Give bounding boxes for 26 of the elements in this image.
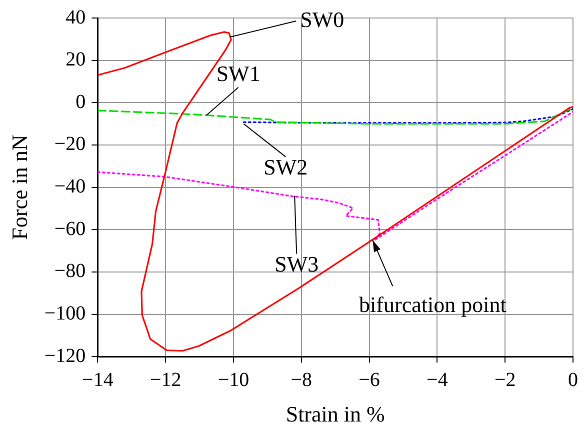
annotation: SW3 — [274, 252, 319, 277]
annotation: SW2 — [264, 154, 308, 180]
y-tick-label: −60 — [54, 218, 86, 240]
x-axis-title: Strain in % — [286, 402, 385, 427]
x-tick-label: −4 — [426, 368, 448, 391]
y-tick-label: −20 — [54, 133, 86, 156]
line-series — [242, 108, 573, 124]
line-series — [98, 107, 573, 125]
annotation: bifurcation point — [359, 292, 506, 317]
y-tick-label: −40 — [54, 176, 86, 198]
x-tick-label: −2 — [494, 368, 516, 391]
y-tick-label: −80 — [54, 260, 86, 282]
x-tick-label: −12 — [150, 368, 182, 391]
x-tick-label: −8 — [290, 368, 312, 391]
annotation: SW1 — [216, 61, 260, 86]
y-tick-label: 40 — [66, 6, 86, 28]
y-tick-label: 20 — [66, 48, 86, 71]
x-tick-label: 0 — [568, 368, 578, 391]
annotation: SW0 — [300, 6, 344, 32]
x-tick-label: −14 — [82, 368, 114, 391]
y-axis-title: Force in nN — [6, 134, 32, 240]
y-tick-label: 0 — [76, 90, 86, 113]
y-tick-label: −120 — [44, 344, 86, 367]
x-tick-label: −10 — [218, 368, 250, 391]
y-tick-label: −100 — [44, 302, 86, 325]
x-tick-label: −6 — [358, 368, 380, 391]
